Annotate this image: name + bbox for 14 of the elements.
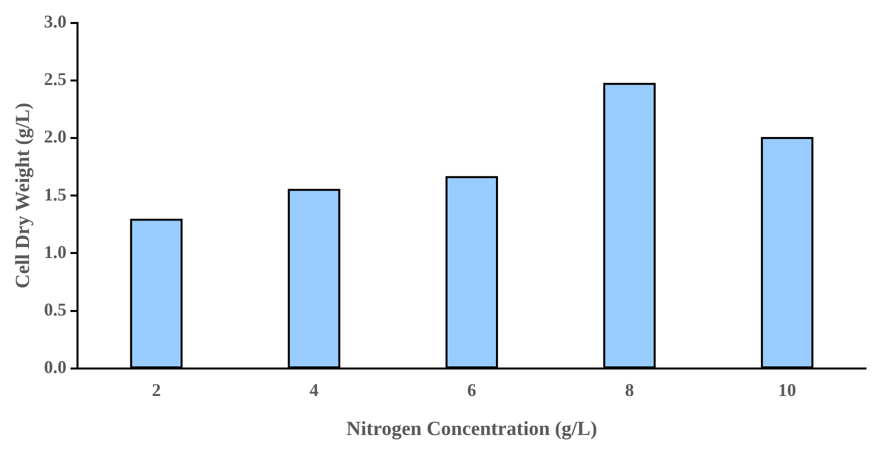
x-tick-label: 2 — [152, 380, 161, 400]
y-tick-label: 0.0 — [44, 357, 66, 378]
y-axis-title: Cell Dry Weight (g/L) — [12, 102, 34, 288]
x-tick-label: 8 — [624, 380, 634, 400]
x-tick-label: 10 — [778, 380, 796, 400]
x-tick-label: 4 — [310, 380, 319, 400]
y-tick-label: 2.5 — [44, 69, 66, 90]
y-tick-label: 2.0 — [44, 126, 66, 147]
y-tick-label: 1.0 — [44, 242, 66, 262]
x-axis-title: Nitrogen Concentration (g/L) — [346, 418, 598, 440]
y-tick-label: 0.5 — [44, 299, 66, 320]
x-tick-label: 6 — [467, 380, 476, 400]
y-tick-label: 3.0 — [44, 11, 66, 32]
y-tick-label: 1.5 — [44, 184, 66, 204]
